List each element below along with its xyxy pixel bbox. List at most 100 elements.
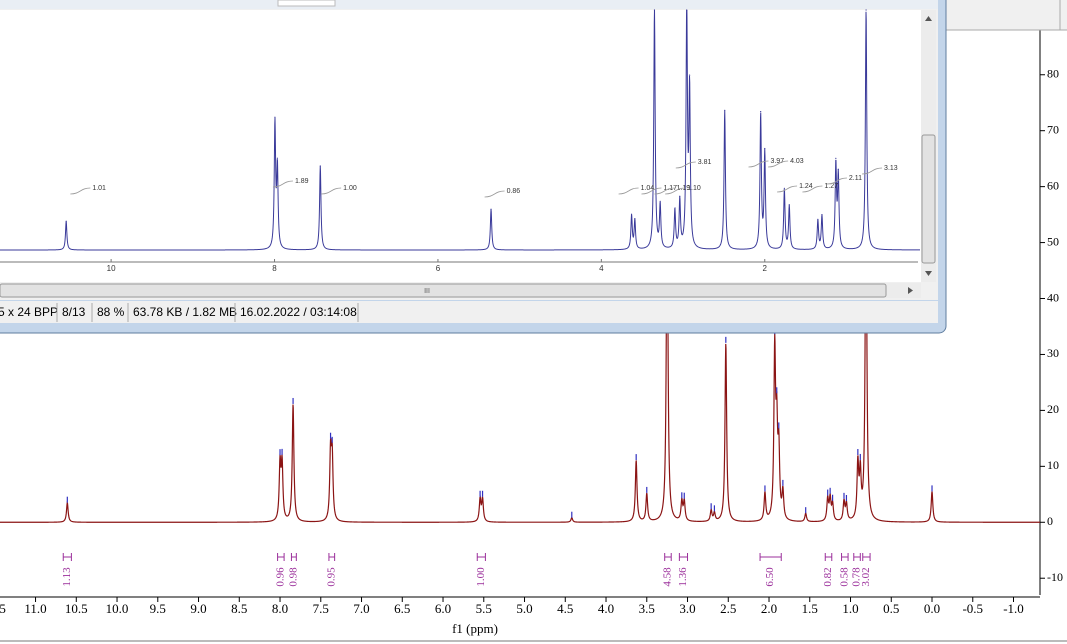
x-tick-label: 2.0	[761, 601, 777, 616]
image: 10 8 6 4 21.011.891.00 0.86 1.04 1.17 1.191.103.…	[0, 9, 920, 273]
integral-curve	[768, 160, 789, 168]
integral-label: 1.13	[61, 567, 73, 587]
integral-bracket	[328, 553, 336, 561]
integral: 6.50	[759, 553, 782, 587]
integral-bracket	[664, 553, 672, 561]
x-tick-label: 3.0	[679, 601, 695, 616]
toolbar	[0, 0, 938, 9]
integral-curve	[272, 180, 293, 188]
status-text: 16.02.2022 / 03:14:08	[240, 305, 357, 319]
scroll-thumb[interactable]	[921, 134, 936, 264]
integral-curve	[641, 187, 662, 195]
x-tick-label: 1.5	[802, 601, 818, 616]
integral-label: 0.78	[851, 567, 863, 587]
image-peak	[319, 165, 321, 167]
status-text: 5 x 24 BPP	[0, 305, 58, 319]
y-tick-label: 30	[1047, 346, 1059, 360]
integral-label: 3.81	[698, 159, 712, 166]
x-tick-label: 6.0	[435, 601, 451, 616]
integral-bracket	[476, 553, 486, 561]
integral-bracket	[678, 553, 689, 561]
integral-label: 1.04	[641, 185, 655, 192]
image-peak	[837, 168, 839, 170]
integral-label: 4.03	[790, 158, 804, 165]
integral-bracket	[853, 553, 861, 561]
image-peak	[630, 213, 633, 215]
image-peak	[659, 200, 661, 202]
integral-curve	[618, 187, 639, 195]
integral-label: 1.24	[799, 183, 813, 190]
x-tick-label: -0.5	[962, 601, 983, 616]
image-peak	[783, 187, 785, 189]
y-tick-label: 60	[1047, 178, 1059, 192]
integral-label: 3.13	[884, 165, 898, 172]
integral-label: 0.86	[507, 188, 521, 195]
integral: 0.98	[287, 553, 299, 587]
image-peak	[865, 9, 867, 11]
integral-curve	[484, 190, 505, 198]
image-peak	[490, 208, 492, 210]
integral-curve	[862, 167, 883, 175]
toolbar-field[interactable]	[277, 0, 336, 7]
integral-label: 3.02	[860, 567, 872, 586]
x-tick-label: 6.5	[394, 601, 410, 616]
image-peak	[688, 74, 691, 76]
integral-bracket	[841, 553, 849, 561]
status-text: 63.78 KB / 1.82 MB	[133, 305, 237, 319]
scroll-right[interactable]	[908, 287, 913, 294]
integral-curve	[70, 187, 91, 195]
integral-label: 0.98	[287, 567, 299, 587]
x-axis-label: f1 (ppm)	[452, 621, 498, 636]
integral-label: 3.97	[770, 158, 784, 165]
status-cells: 5 x 24 BPP 8/13 88 % 63.78 KB / 1.82 MB 16.0…	[0, 303, 359, 322]
integral-bracket	[290, 553, 297, 561]
x-tick-label: 7.5	[313, 601, 329, 616]
image-peak	[674, 207, 676, 209]
status-text: 8/13	[62, 305, 86, 319]
x-tick-label: 11.5	[0, 601, 6, 616]
x-tick-label: 0.5	[883, 601, 899, 616]
integral: 0.78	[851, 553, 863, 587]
x-tick-label: 3.5	[639, 601, 655, 616]
y-tick-label: 50	[1047, 234, 1059, 248]
integral-label: 1.00	[343, 185, 357, 192]
integral: 0.96	[274, 553, 286, 587]
x-tick-label: 2.5	[720, 601, 736, 616]
y-tick-label: 10	[1047, 458, 1059, 472]
image-peak	[724, 109, 726, 111]
integral-curve	[826, 177, 847, 185]
scroll-up[interactable]	[925, 16, 932, 21]
integral-curve	[654, 187, 675, 195]
integral-label: 6.50	[764, 567, 776, 587]
image-peak	[634, 218, 636, 220]
background-window	[945, 0, 1067, 30]
integral-label: 0.58	[838, 567, 850, 587]
integral-curve	[802, 185, 823, 193]
x-tick-label: 5.0	[516, 601, 532, 616]
integral: 0.58	[838, 553, 850, 587]
y-tick-label: -10	[1047, 570, 1063, 584]
integral-label: 0.82	[822, 567, 834, 586]
image-peak	[679, 195, 681, 197]
image-tick-label: 2	[763, 264, 768, 273]
scroll-thumb[interactable]	[0, 283, 887, 298]
integral-curve	[665, 187, 686, 195]
integral-curve	[748, 160, 769, 168]
integral-label: 2.11	[849, 175, 862, 182]
integral-label: 0.96	[274, 567, 286, 587]
integral-bracket	[862, 553, 871, 561]
scroll-down[interactable]	[925, 271, 932, 276]
x-tick-label: 11.0	[24, 601, 46, 616]
x-tick-label: 10.0	[106, 601, 129, 616]
image-peak	[276, 157, 278, 159]
image-peak	[764, 147, 766, 150]
x-tick-label: 8.0	[272, 601, 288, 616]
integral: 3.02	[860, 553, 872, 587]
image-area	[0, 10, 921, 282]
image-tick-label: 8	[272, 264, 277, 273]
integral: 0.82	[822, 553, 834, 587]
image-peak	[817, 218, 819, 220]
integral-bracket	[759, 553, 782, 561]
